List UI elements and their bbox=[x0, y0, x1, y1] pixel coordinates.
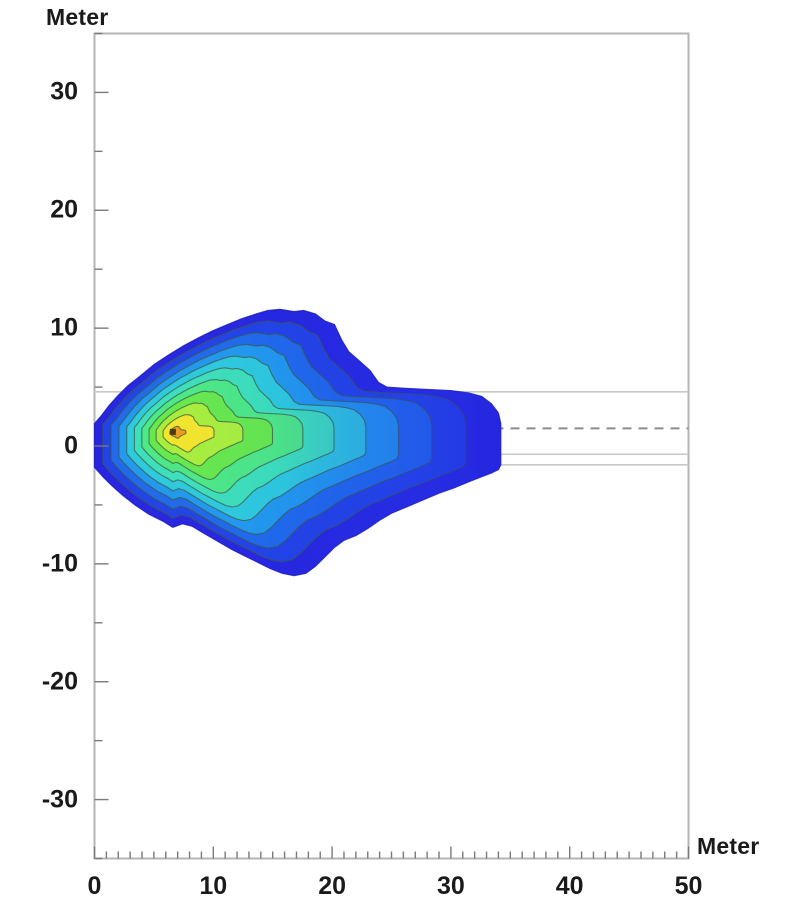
axis-ticks bbox=[93, 32, 690, 860]
y-axis-title: Meter bbox=[46, 4, 109, 30]
x-tick-label: 50 bbox=[674, 872, 703, 900]
peak-marker bbox=[169, 428, 176, 435]
y-tick-label: -20 bbox=[41, 667, 78, 696]
y-tick-label: 10 bbox=[50, 313, 78, 342]
y-tick-label: 20 bbox=[50, 195, 78, 224]
x-tick-label: 20 bbox=[318, 872, 346, 900]
y-tick-label: -30 bbox=[41, 785, 78, 814]
x-axis-title: Meter bbox=[697, 833, 760, 859]
x-tick-label: 0 bbox=[87, 872, 102, 900]
y-tick-label: 0 bbox=[64, 431, 78, 460]
x-tick-label: 40 bbox=[555, 872, 584, 900]
x-tick-label: 10 bbox=[199, 872, 228, 900]
y-tick-label: -10 bbox=[41, 549, 78, 578]
plume-gradient-overlay bbox=[94, 309, 501, 576]
x-tick-label: 30 bbox=[436, 872, 465, 900]
plume-contours bbox=[93, 308, 502, 577]
y-tick-label: 30 bbox=[50, 77, 78, 106]
